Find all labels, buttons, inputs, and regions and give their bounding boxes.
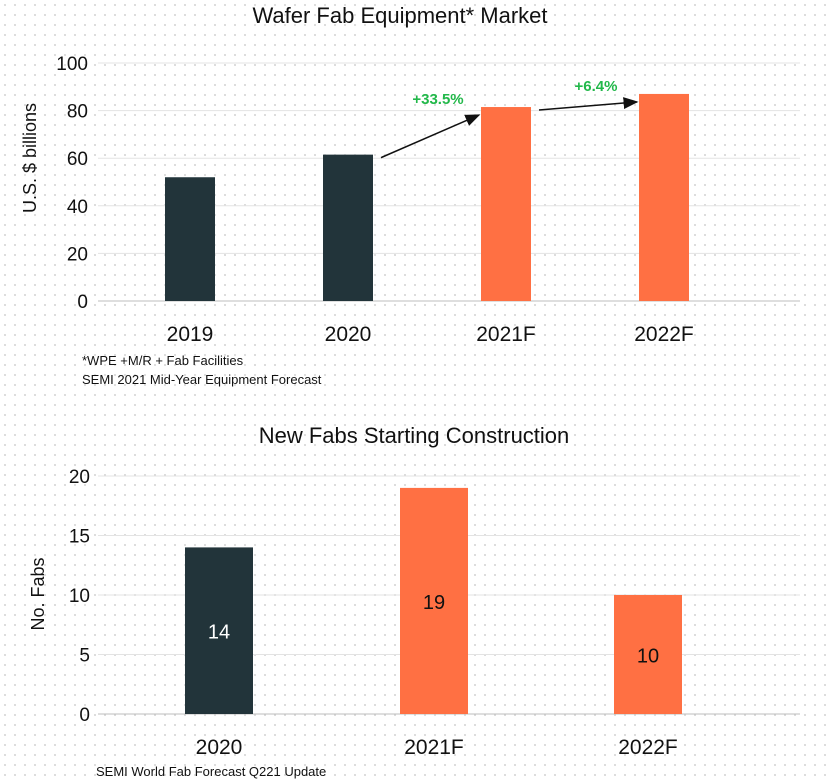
chart1-x-tick-label: 2022F [634, 323, 694, 346]
chart1-footnote-1: *WPE +M/R + Fab Facilities [82, 353, 244, 368]
chart2-x-tick-label: 2021F [404, 736, 464, 759]
chart2-y-tick-label: 5 [79, 646, 90, 667]
chart1-x-tick-label: 2019 [167, 323, 214, 346]
chart2-y-axis-label: No. Fabs [28, 557, 48, 630]
chart1-y-tick-label: 100 [56, 54, 88, 75]
chart1-y-tick-label: 0 [77, 292, 88, 313]
chart2-y-tick-label: 10 [69, 586, 90, 607]
chart1-growth-arrow [538, 97, 639, 111]
chart1-x-tick-label: 2020 [325, 323, 372, 346]
chart2-bar-2021f [400, 487, 468, 714]
chart2-bar-2020 [185, 547, 253, 714]
chart1-y-tick-label: 80 [67, 102, 88, 123]
chart-wafer-fab-equipment: Wafer Fab Equipment* Market U.S. $ billi… [20, 3, 800, 387]
chart1-growth-label: +6.4% [575, 78, 618, 95]
chart1-y-axis-label: U.S. $ billions [20, 103, 40, 213]
chart2-title: New Fabs Starting Construction [259, 423, 570, 448]
chart1-bar-2020 [323, 154, 373, 301]
chart1-bar-2019 [165, 177, 215, 301]
chart-new-fabs: New Fabs Starting Construction No. Fabs … [28, 423, 800, 779]
chart2-data-label: 10 [637, 646, 659, 668]
chart2-bar-2022f [614, 595, 682, 714]
chart1-title: Wafer Fab Equipment* Market [252, 3, 547, 28]
chart1-y-tick-label: 40 [67, 197, 88, 218]
chart1-y-tick-label: 20 [67, 244, 88, 265]
chart2-y-tick-label: 0 [79, 705, 90, 726]
chart2-data-label: 14 [208, 622, 230, 644]
chart1-x-tick-label: 2021F [476, 323, 536, 346]
chart1-growth-label: +33.5% [412, 91, 463, 108]
chart1-bar-2022f [639, 93, 689, 301]
chart1-bar-2021f [481, 107, 531, 301]
chart1-growth-arrow [380, 114, 481, 159]
chart2-footnote: SEMI World Fab Forecast Q221 Update [96, 764, 326, 779]
chart2-x-tick-label: 2022F [618, 736, 678, 759]
chart2-y-tick-label: 20 [69, 467, 90, 488]
chart1-footnote-2: SEMI 2021 Mid-Year Equipment Forecast [82, 372, 322, 387]
chart2-y-tick-label: 15 [69, 527, 90, 548]
chart2-data-label: 19 [423, 592, 445, 614]
chart1-y-tick-label: 60 [67, 149, 88, 170]
chart2-x-tick-label: 2020 [196, 736, 243, 759]
